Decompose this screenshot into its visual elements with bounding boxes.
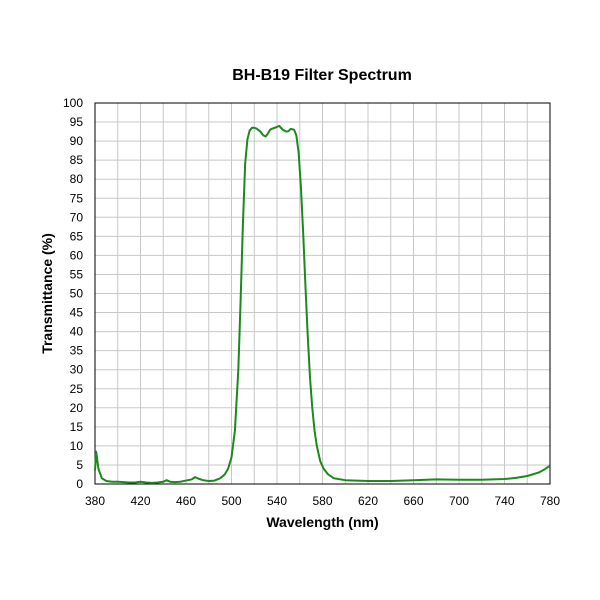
- x-tick-label: 500: [221, 494, 241, 508]
- y-tick-label: 50: [70, 287, 84, 301]
- y-tick-label: 100: [63, 96, 83, 110]
- y-tick-label: 70: [70, 210, 84, 224]
- y-tick-label: 95: [70, 115, 84, 129]
- y-tick-label: 65: [70, 229, 84, 243]
- y-tick-label: 25: [70, 382, 84, 396]
- x-tick-label: 460: [176, 494, 196, 508]
- x-tick-label: 540: [267, 494, 287, 508]
- y-tick-label: 20: [70, 401, 84, 415]
- y-tick-label: 40: [70, 325, 84, 339]
- chart-title: BH-B19 Filter Spectrum: [232, 67, 412, 84]
- y-tick-label: 5: [76, 458, 83, 472]
- y-tick-label: 60: [70, 248, 84, 262]
- y-tick-label: 75: [70, 191, 84, 205]
- x-tick-label: 660: [403, 494, 423, 508]
- y-tick-label: 80: [70, 172, 84, 186]
- y-tick-label: 85: [70, 153, 84, 167]
- y-tick-label: 45: [70, 306, 84, 320]
- x-tick-label: 780: [540, 494, 560, 508]
- x-axis-ticks: 380 420 460 500 540 580 620 660 700 740 780: [85, 494, 560, 508]
- y-tick-label: 15: [70, 420, 84, 434]
- y-tick-label: 0: [76, 477, 83, 491]
- x-tick-label: 420: [130, 494, 150, 508]
- y-axis-label: Transmittance (%): [39, 233, 55, 354]
- x-tick-label: 620: [358, 494, 378, 508]
- y-tick-label: 35: [70, 344, 84, 358]
- y-tick-label: 55: [70, 267, 84, 281]
- x-tick-label: 740: [494, 494, 514, 508]
- x-tick-label: 380: [85, 494, 105, 508]
- y-tick-label: 90: [70, 134, 84, 148]
- x-tick-label: 700: [449, 494, 469, 508]
- grid: [94, 102, 551, 485]
- x-axis-label: Wavelength (nm): [266, 514, 378, 530]
- series-line: [94, 124, 551, 484]
- y-axis-ticks: 0 5 10 15 20 25 30 35 40 45 50 55 60 65 70 75 80 85 90 95 10…: [63, 96, 83, 491]
- y-tick-label: 10: [70, 439, 84, 453]
- plot-frame: [94, 102, 551, 485]
- x-tick-label: 580: [312, 494, 332, 508]
- y-tick-label: 30: [70, 363, 84, 377]
